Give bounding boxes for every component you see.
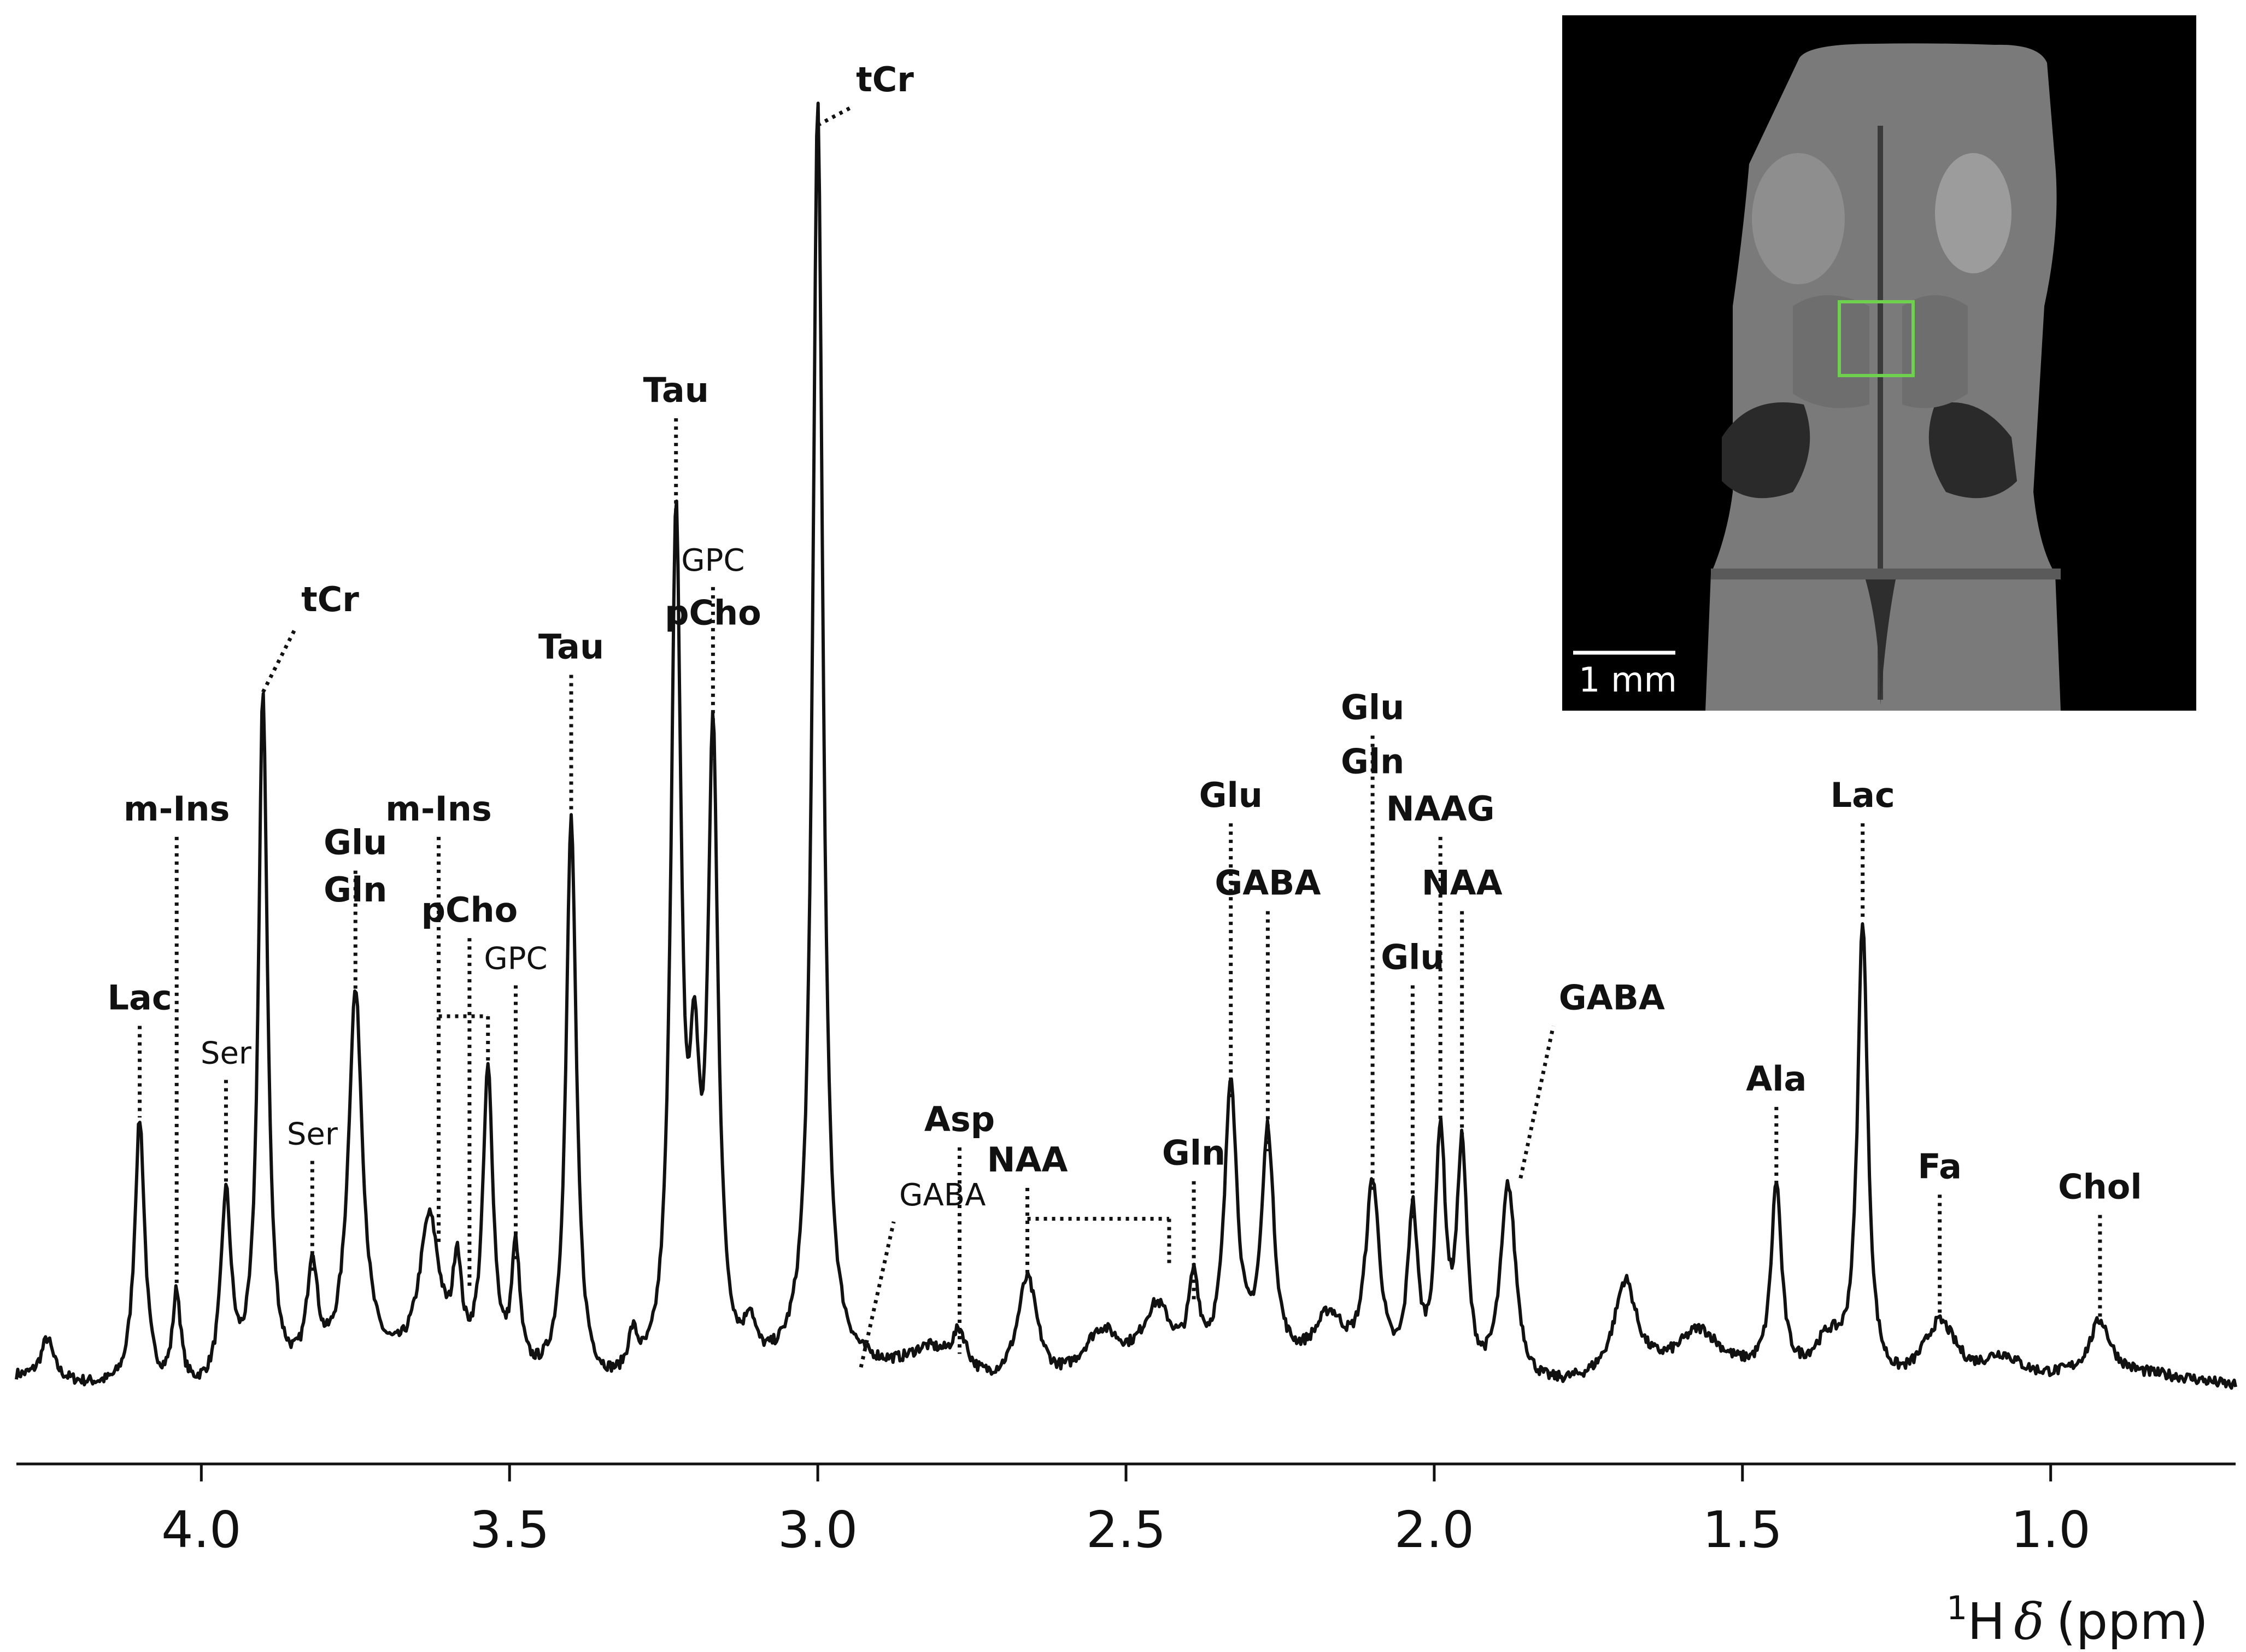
x-tick-label: 3.5 — [470, 1501, 549, 1559]
x-axis-label-unit: (ppm) — [2056, 1592, 2208, 1651]
x-tick-label: 2.0 — [1394, 1501, 1474, 1559]
peak-label: GPC — [484, 941, 547, 977]
peak-label: Lac — [108, 978, 172, 1018]
voxel-roi-box — [1838, 300, 1915, 377]
x-tick-label: 1.5 — [1703, 1501, 1782, 1559]
peak-label: NAA — [987, 1140, 1068, 1180]
x-axis-label: 1H δ (ppm) — [1946, 1589, 2208, 1651]
peak-label: Tau — [643, 370, 709, 410]
peak-label: Gln — [324, 870, 387, 910]
peak-label: pCho — [665, 593, 761, 633]
x-tick-label: 4.0 — [161, 1501, 241, 1559]
peak-label: Glu — [1341, 688, 1404, 728]
peak-label: Glu — [1199, 775, 1263, 815]
peak-label: Tau — [538, 626, 604, 666]
plot-area: Lac m-Ins Ser tCr Ser Glu Gln m-Ins pCho GPC Tau Ta… — [15, 60, 2237, 1390]
x-tick-label: 2.5 — [1086, 1501, 1166, 1559]
peak-label: pCho — [421, 890, 518, 930]
peak-label: Ala — [1746, 1059, 1807, 1099]
annotation-leader — [817, 106, 852, 127]
x-ticks: 4.0 3.5 3.0 2.5 2.0 1.5 1.0 — [161, 1464, 2091, 1559]
annotation-leaders — [138, 106, 2102, 1368]
peak-label: GABA — [1559, 978, 1665, 1018]
peak-label: GPC — [681, 543, 744, 578]
annotation-labels: Lac m-Ins Ser tCr Ser Glu Gln m-Ins pCho GPC Tau Ta… — [108, 60, 2142, 1213]
x-tick-label: 1.0 — [2011, 1501, 2091, 1559]
annotation-bracket — [438, 1014, 490, 1065]
peak-label: NAAG — [1386, 789, 1495, 829]
brain-mri-inset: 1 mm — [1562, 15, 2196, 711]
peak-label: m-Ins — [124, 789, 230, 829]
scale-bar-label: 1 mm — [1579, 660, 1677, 700]
annotation-leader — [261, 626, 298, 693]
x-axis-label-superscript: 1 — [1946, 1589, 1967, 1627]
peak-label: Ser — [201, 1035, 252, 1071]
peak-label: m-Ins — [385, 789, 491, 829]
x-axis: 4.0 3.5 3.0 2.5 2.0 1.5 1.0 1H δ (ppm) — [16, 1462, 2236, 1651]
peak-label: Chol — [2058, 1167, 2142, 1206]
annotation-leader — [1518, 1025, 1556, 1179]
peak-label: Fa — [1917, 1146, 1962, 1186]
peak-label: Gln — [1162, 1133, 1225, 1173]
peak-label: NAA — [1422, 863, 1503, 903]
peak-label: tCr — [856, 60, 914, 99]
peak-label: GABA — [1215, 863, 1321, 903]
peak-label: Lac — [1831, 775, 1895, 815]
x-tick-label: 3.0 — [778, 1501, 858, 1559]
peak-label: Glu — [1381, 938, 1444, 977]
peak-label: Gln — [1341, 741, 1404, 781]
annotation-bracket — [1027, 1217, 1171, 1268]
peak-label: Asp — [924, 1099, 995, 1139]
peak-label: Ser — [287, 1117, 338, 1152]
x-axis-label-symbol: δ — [2014, 1592, 2044, 1651]
peak-label: tCr — [301, 579, 359, 619]
x-axis-label-nucleus: H — [1967, 1592, 2005, 1651]
peak-label: Glu — [324, 823, 387, 863]
spectrum-line — [15, 101, 2237, 1390]
annotation-leader — [859, 1221, 896, 1368]
peak-label: GABA — [899, 1178, 986, 1213]
